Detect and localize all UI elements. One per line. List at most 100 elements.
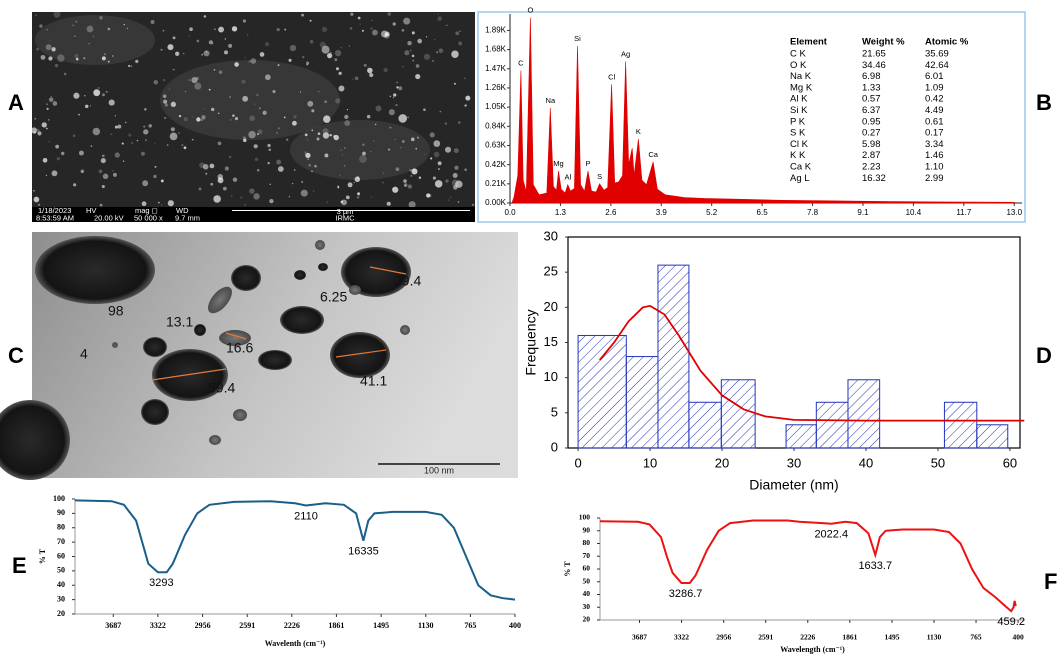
sem-speckle xyxy=(172,36,176,40)
sem-speckle xyxy=(107,27,111,31)
sem-speckle xyxy=(333,134,339,141)
sem-speckle xyxy=(33,196,40,203)
table-cell: 0.27 xyxy=(862,128,881,139)
sem-speckle xyxy=(229,96,231,98)
sem-speckle xyxy=(439,110,442,113)
sem-speckle xyxy=(438,48,444,54)
peak-annotation: 1633.7 xyxy=(858,560,892,572)
sem-speckle xyxy=(54,63,59,68)
sem-speckle xyxy=(395,104,398,107)
sem-speckle xyxy=(387,148,391,151)
sem-speckle xyxy=(445,179,449,183)
sem-speckle xyxy=(311,109,315,113)
sem-speckle xyxy=(389,95,392,98)
sem-speckle xyxy=(299,91,302,93)
sem-speckle xyxy=(276,132,278,134)
y-tick-label: 0.63K xyxy=(485,141,507,150)
peak-label: Al xyxy=(564,173,571,182)
sem-speckle xyxy=(80,169,85,174)
sem-speckle xyxy=(90,145,93,147)
peak-annotation: 2110 xyxy=(294,510,318,522)
edx-frame xyxy=(477,11,1026,223)
sem-speckle xyxy=(209,163,215,169)
chart: 0 5 10 15 20 25 30 0 10 20 30 40 50 60 Diameter (nm) Fr… xyxy=(523,228,1025,493)
sem-speckle xyxy=(267,161,270,165)
sem-speckle xyxy=(326,201,328,203)
measure-line xyxy=(225,332,247,340)
sem-speckle xyxy=(178,114,182,118)
fit-curve xyxy=(599,304,1025,422)
sem-speckle xyxy=(369,73,374,78)
sem-speckle xyxy=(210,182,214,186)
y-tick-label: 60 xyxy=(583,564,591,573)
sem-speckle xyxy=(383,67,388,73)
x-tick-label: 11.7 xyxy=(956,208,972,217)
sem-speckle xyxy=(437,13,440,16)
y-axis-label: Frequency xyxy=(523,309,539,375)
peak-label: Na xyxy=(546,96,556,105)
sem-speckle xyxy=(36,47,39,51)
sem-speckle xyxy=(208,88,211,91)
sem-speckle xyxy=(465,95,471,101)
peak-annotation: 3286.7 xyxy=(669,588,703,600)
sem-speckle xyxy=(189,27,193,32)
panel-letter: D xyxy=(1036,343,1052,368)
x-tick-label: 1861 xyxy=(842,633,857,642)
sem-speckle xyxy=(108,99,115,106)
sem-speckle xyxy=(300,189,308,197)
table-cell: 1.46 xyxy=(925,150,944,161)
table-cell: 5.98 xyxy=(862,139,881,150)
sem-speckle xyxy=(93,89,101,97)
sem-speckle xyxy=(124,121,127,124)
sem-speckle xyxy=(48,97,54,102)
sem-speckle xyxy=(113,172,117,177)
sem-speckle xyxy=(339,174,341,177)
sem-speckle xyxy=(164,103,168,107)
table-cell: K K xyxy=(790,150,806,161)
sem-speckle xyxy=(309,19,312,22)
sem-speckle xyxy=(203,50,210,57)
sem-speckle xyxy=(375,105,382,112)
table-cell: 42.64 xyxy=(925,60,949,71)
sem-speckle xyxy=(359,23,361,25)
x-tick-label: 3.9 xyxy=(656,208,668,217)
table-cell: 2.23 xyxy=(862,162,881,173)
sem-speckle xyxy=(307,100,314,107)
sem-speckle xyxy=(410,137,415,142)
sem-speckle xyxy=(428,194,432,198)
particle xyxy=(294,270,306,280)
x-tick-label: 10 xyxy=(643,455,657,470)
sem-speckle xyxy=(344,147,346,149)
sem-speckle xyxy=(407,116,409,118)
sem-speckle xyxy=(392,22,396,26)
x-tick-label: 1495 xyxy=(884,633,899,642)
sem-speckle xyxy=(322,128,329,135)
sem-speckle xyxy=(453,148,459,154)
table-cell: 1.33 xyxy=(862,82,881,93)
table-cell: Al K xyxy=(790,94,808,105)
table-cell: 6.37 xyxy=(862,105,881,116)
sem-speckle xyxy=(374,123,377,126)
sem-speckle xyxy=(452,173,458,178)
sem-speckle xyxy=(337,186,340,189)
sem-speckle xyxy=(33,189,35,192)
particle xyxy=(208,286,232,314)
particle xyxy=(400,325,410,335)
sem-time: 8:53:59 AM xyxy=(36,213,74,222)
chart: 20 30 40 50 60 70 80 90 100 3687 3322 2956 2591 2226 1… xyxy=(563,513,1025,654)
y-tick-label: 80 xyxy=(583,538,591,547)
peak-label: P xyxy=(585,159,590,168)
sem-speckle xyxy=(195,76,200,81)
sem-speckle xyxy=(388,109,395,116)
x-tick-label: 2956 xyxy=(716,633,731,642)
sem-speckle xyxy=(48,119,50,121)
sem-speckle xyxy=(407,41,412,46)
sem-speckle xyxy=(459,30,461,32)
sem-speckle xyxy=(344,114,349,120)
sem-speckle xyxy=(382,172,384,174)
y-tick-label: 80 xyxy=(57,523,65,532)
x-tick-label: 2226 xyxy=(800,633,815,642)
sem-speckle xyxy=(311,170,313,173)
peak-annotation: 16335 xyxy=(348,546,379,558)
